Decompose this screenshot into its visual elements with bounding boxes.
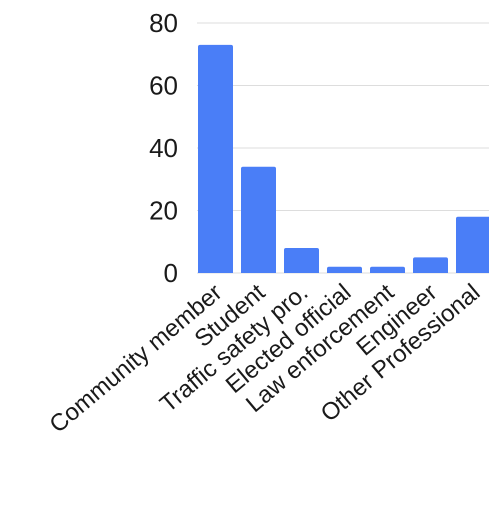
- bar-other-professional: [456, 216, 489, 273]
- bar-law-enforcement: [370, 266, 405, 273]
- y-tick-label: 80: [149, 8, 178, 38]
- y-tick-label: 20: [149, 196, 178, 226]
- bar-engineer: [413, 257, 448, 273]
- y-axis-ticks: 0 20 40 60 80: [149, 8, 178, 288]
- y-tick-label: 60: [149, 71, 178, 101]
- bar-community-member: [198, 44, 233, 273]
- bar-student: [241, 166, 276, 273]
- bars: [198, 44, 489, 273]
- y-tick-label: 40: [149, 133, 178, 163]
- grid-layer: [197, 22, 489, 274]
- y-tick-label: 0: [164, 258, 178, 288]
- bar-traffic-safety-pro: [284, 248, 319, 273]
- bar-elected-official: [327, 266, 362, 273]
